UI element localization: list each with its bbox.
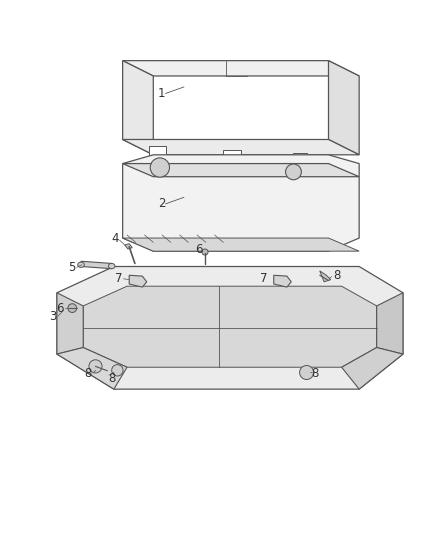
Circle shape [286, 164, 301, 180]
Polygon shape [342, 348, 403, 389]
Polygon shape [123, 140, 359, 155]
Circle shape [112, 365, 123, 376]
Polygon shape [57, 266, 403, 389]
Polygon shape [57, 348, 127, 389]
Polygon shape [83, 286, 377, 367]
Text: 8: 8 [333, 269, 340, 282]
Text: 1: 1 [158, 87, 165, 100]
Polygon shape [123, 155, 359, 251]
Polygon shape [377, 293, 403, 354]
Polygon shape [274, 275, 291, 287]
Text: 7: 7 [260, 272, 267, 285]
Text: 3: 3 [49, 310, 57, 323]
Polygon shape [123, 61, 153, 155]
Circle shape [202, 249, 208, 255]
Ellipse shape [78, 262, 84, 268]
Text: 4: 4 [112, 232, 119, 245]
Polygon shape [129, 275, 147, 287]
Circle shape [68, 304, 77, 312]
Text: 6: 6 [195, 244, 202, 256]
Circle shape [300, 366, 314, 379]
Text: 2: 2 [158, 197, 165, 211]
Polygon shape [293, 152, 307, 155]
Text: 7: 7 [115, 272, 123, 285]
Polygon shape [223, 150, 241, 155]
Circle shape [150, 158, 170, 177]
Text: 8: 8 [85, 367, 92, 381]
Text: 5: 5 [68, 261, 75, 274]
Text: 8: 8 [311, 367, 318, 380]
Polygon shape [320, 271, 331, 282]
Ellipse shape [109, 263, 115, 269]
Polygon shape [57, 293, 83, 354]
Polygon shape [328, 61, 359, 155]
Polygon shape [123, 238, 359, 251]
Circle shape [89, 360, 102, 373]
Polygon shape [81, 261, 112, 269]
Polygon shape [123, 164, 359, 177]
Polygon shape [125, 244, 132, 249]
Polygon shape [123, 61, 359, 76]
Text: 6: 6 [56, 302, 64, 314]
Text: 8: 8 [109, 372, 116, 385]
Polygon shape [149, 146, 166, 155]
